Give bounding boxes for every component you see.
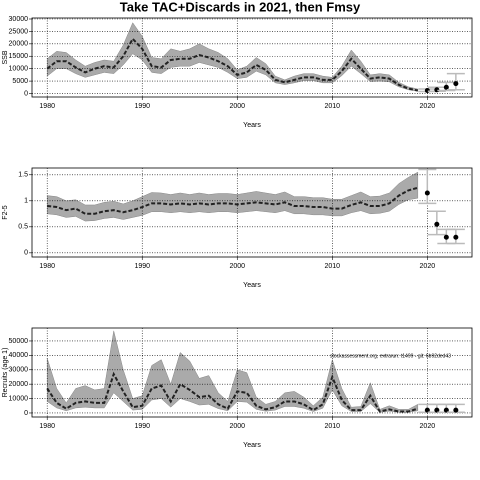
confidence-band [46,22,419,92]
y-tick-label: 30000 [9,367,29,374]
x-tick-label: 1990 [134,103,150,110]
y-axis-label: SSB [2,50,9,64]
confidence-band [46,330,419,413]
forecast-point [443,84,449,90]
y-tick-label: 50000 [9,338,29,345]
x-tick-label: 2010 [325,423,341,430]
estimate-line [46,371,419,413]
y-axis-label: F2-5 [2,205,9,220]
x-tick-label: 1980 [39,103,55,110]
plot-frame [31,327,473,418]
forecast-point [443,234,449,240]
y-tick-label: 0 [24,90,28,97]
y-tick-label: 10000 [9,395,29,402]
x-tick-label: 2020 [420,103,436,110]
forecast-point [453,81,459,87]
forecast-point [434,407,440,413]
y-tick-label: 30000 [9,16,29,23]
annotation: stockassessment.org, extrarun: t1499 - g… [330,353,451,359]
y-tick-label: 0.5 [18,224,28,231]
y-tick-label: 20000 [9,381,29,388]
y-tick-label: 10000 [9,66,29,73]
y-tick-label: 0 [24,250,28,257]
x-tick-label: 1980 [39,423,55,430]
y-tick-label: 40000 [9,352,29,359]
confidence-band [46,171,419,222]
forecast-point [453,407,459,413]
x-tick-label: 2000 [229,263,245,270]
y-tick-label: 20000 [9,41,29,48]
x-axis-label: Years [243,442,261,449]
y-tick-label: 15000 [9,53,29,60]
forecast-point [453,234,459,240]
x-axis-label: Years [243,122,261,129]
forecast-point [424,407,430,413]
estimate-line [46,37,419,92]
x-tick-label: 2020 [420,263,436,270]
x-tick-label: 2020 [420,423,436,430]
chart-title: Take TAC+Discards in 2021, then Fmsy [120,0,361,14]
x-tick-label: 1990 [134,423,150,430]
forecast-point [434,221,440,227]
x-tick-label: 2000 [229,423,245,430]
x-tick-label: 2010 [325,263,341,270]
plot-frame [31,167,473,258]
x-tick-label: 1990 [134,263,150,270]
y-tick-label: 1.5 [18,172,28,179]
forecast-point [443,407,449,413]
y-tick-label: 1 [24,198,28,205]
x-axis-label: Years [243,282,261,289]
plot-frame [31,17,473,98]
forecast-point [424,190,430,196]
x-tick-label: 1980 [39,263,55,270]
y-tick-label: 5000 [12,78,28,85]
x-tick-label: 2000 [229,103,245,110]
y-tick-label: 25000 [9,28,29,35]
y-tick-label: 0 [24,410,28,417]
y-axis-label: Recruits (age 1) [2,348,9,398]
estimate-line [47,186,419,215]
x-tick-label: 2010 [325,103,341,110]
